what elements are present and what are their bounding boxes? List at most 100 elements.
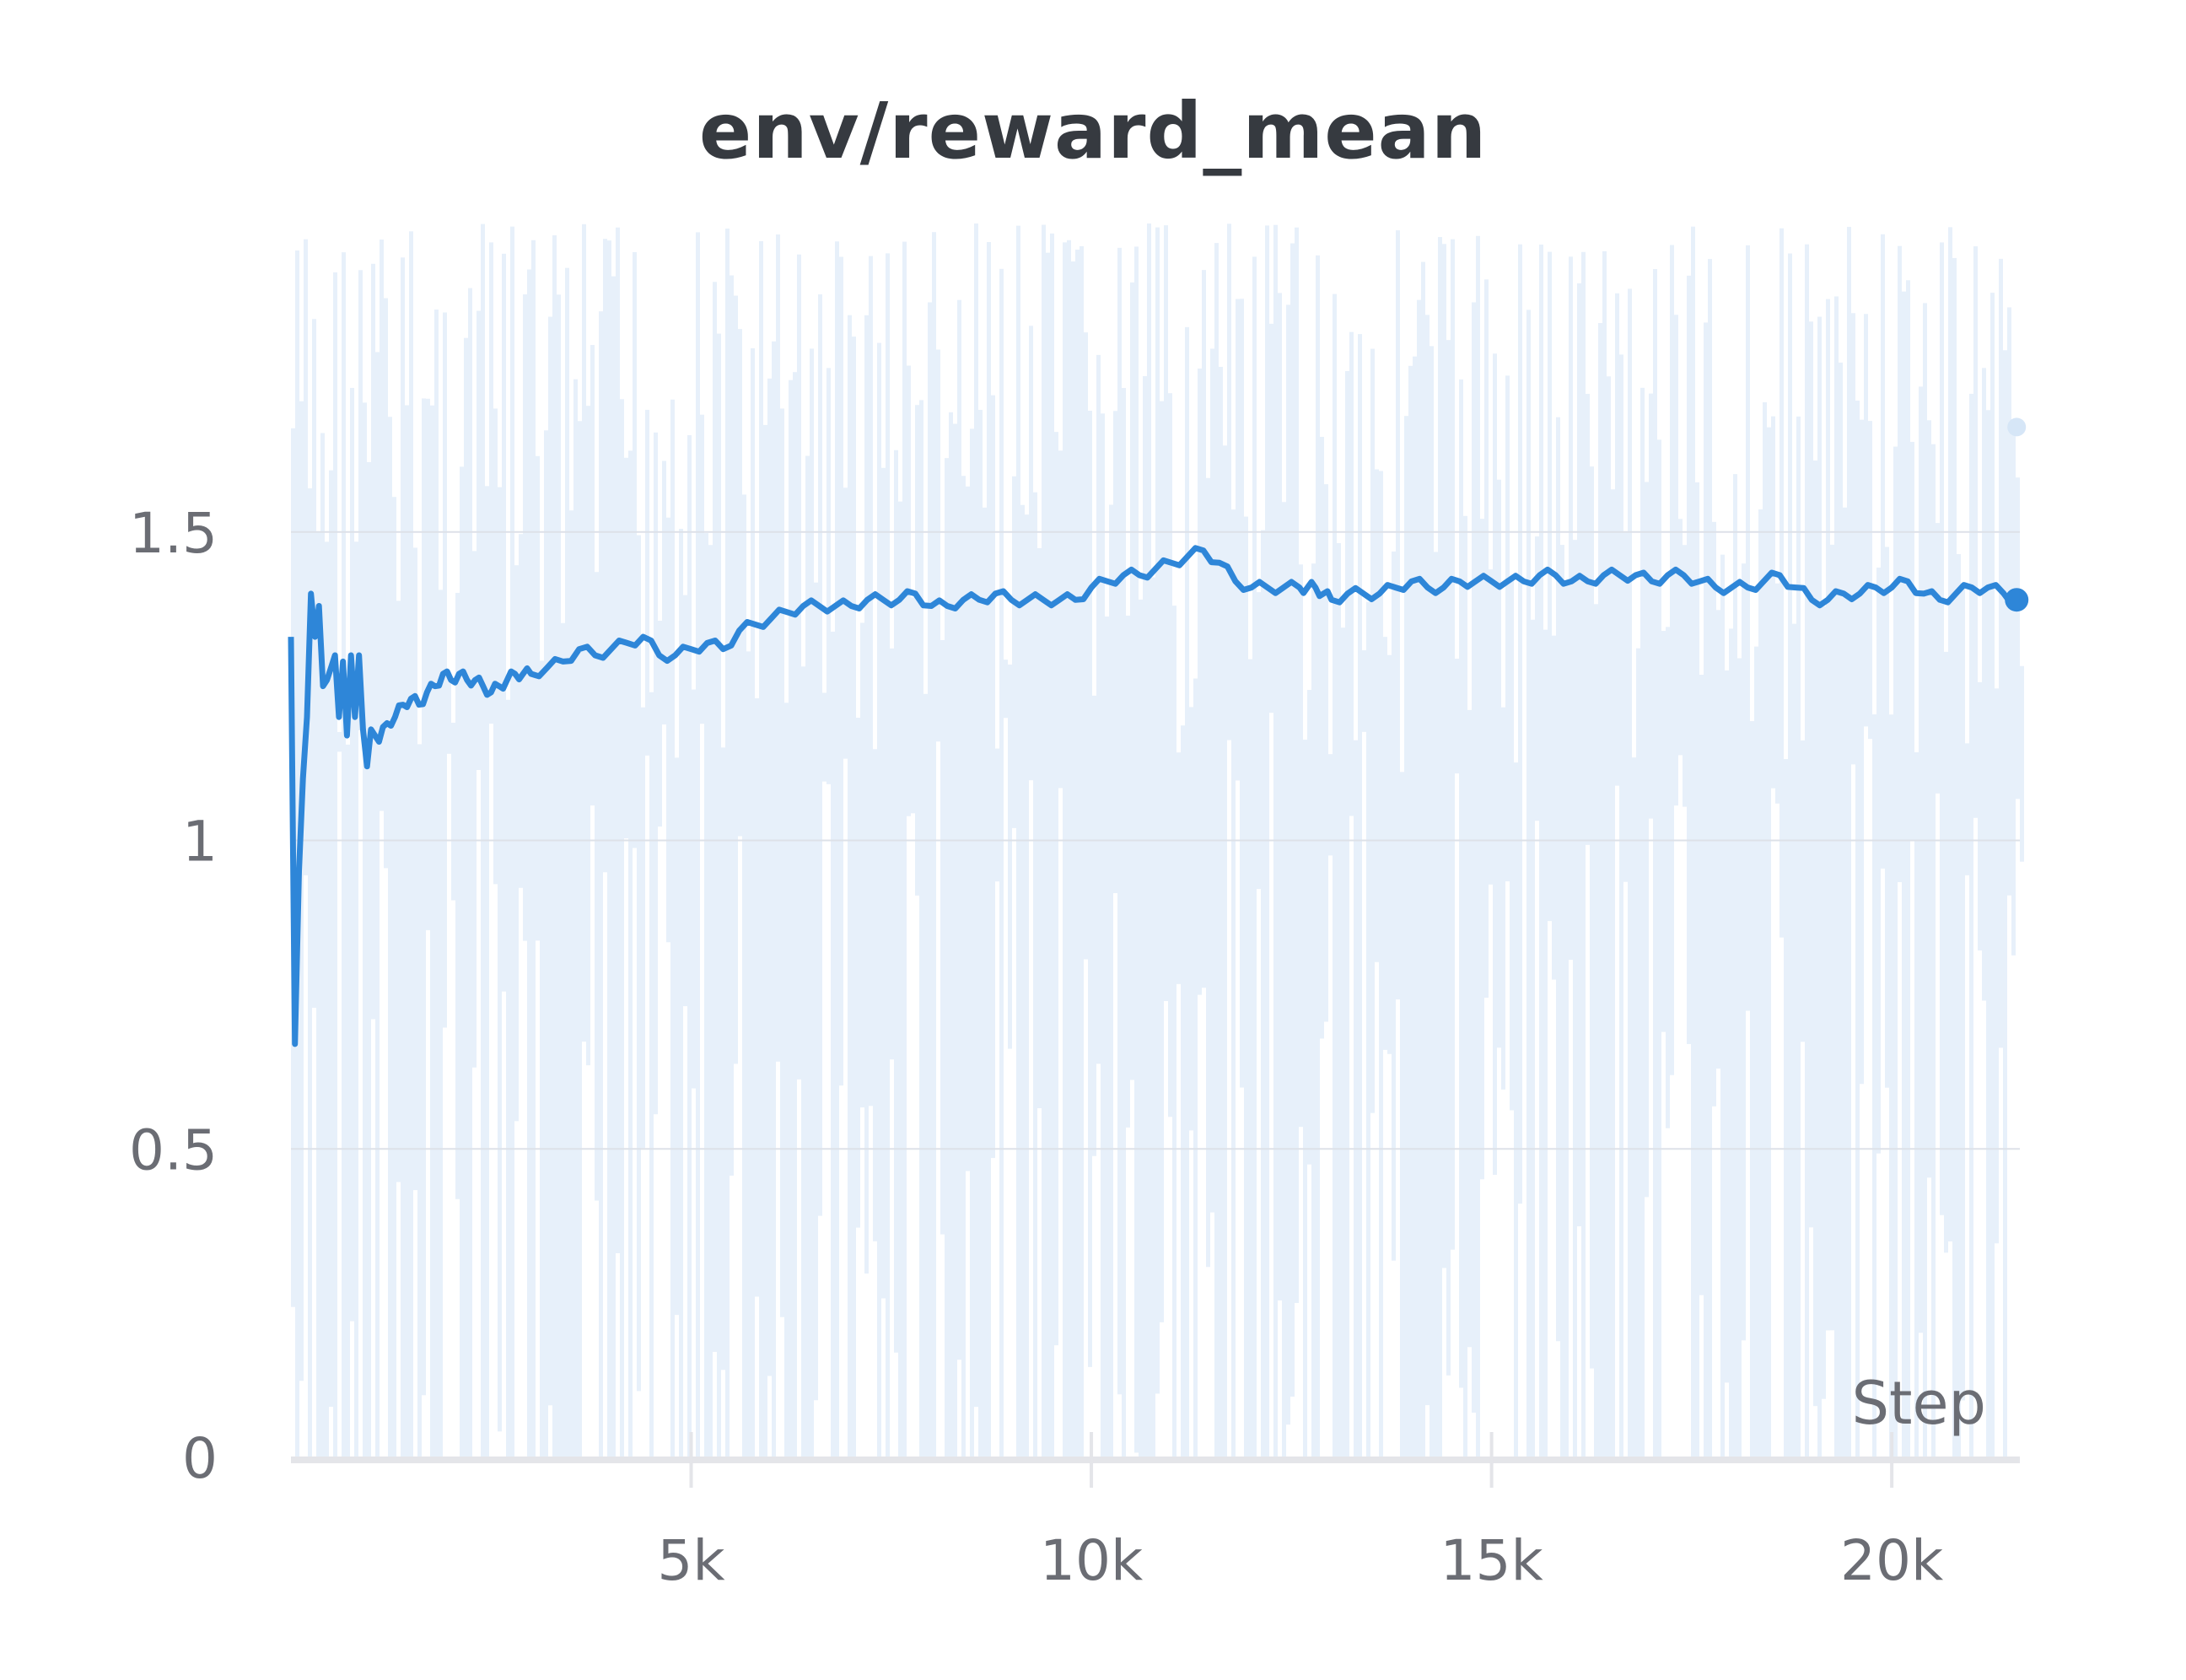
raw-value-bar	[1358, 334, 1362, 1457]
raw-value-bar	[1198, 369, 1202, 995]
raw-value-bar	[1628, 288, 1632, 1457]
raw-value-bar	[721, 747, 725, 1370]
raw-value-bar	[586, 406, 590, 1066]
raw-value-bar	[793, 372, 797, 1457]
raw-value-bar	[1206, 477, 1210, 1268]
raw-value-bar	[1720, 554, 1725, 1457]
raw-value-bar	[1261, 530, 1265, 1458]
raw-value-bar	[1750, 721, 1754, 1457]
raw-value-bar	[805, 455, 810, 1457]
raw-value-bar	[1586, 394, 1590, 845]
raw-value-bar	[1181, 725, 1185, 1457]
raw-value-bar	[1037, 547, 1042, 1109]
raw-value-bar	[751, 347, 755, 1458]
raw-value-bar	[1143, 376, 1147, 1457]
raw-value-bar	[1788, 253, 1792, 1458]
raw-value-bar	[1155, 227, 1160, 1394]
raw-value-bar	[1602, 250, 1607, 1457]
raw-value-bar	[1805, 244, 1809, 1457]
raw-value-bar	[1375, 469, 1379, 962]
raw-value-bar	[953, 423, 957, 1457]
raw-value-bar	[692, 689, 696, 1089]
raw-value-bar	[1122, 388, 1126, 1458]
raw-value-bar	[713, 282, 717, 1352]
raw-value-bar	[557, 294, 561, 1457]
raw-value-bar	[1370, 348, 1375, 1113]
raw-value-bar	[1535, 536, 1539, 821]
raw-value-bar	[991, 395, 995, 1159]
raw-value-bar	[1324, 484, 1328, 1022]
raw-value-bar	[1434, 552, 1438, 1458]
raw-value-bar	[1649, 393, 1653, 819]
raw-value-bar	[548, 316, 552, 1406]
raw-value-bar	[409, 231, 413, 1458]
raw-value-bar	[932, 232, 936, 1457]
raw-value-bar	[839, 256, 843, 1086]
raw-value-bar	[367, 461, 371, 1458]
raw-value-bar	[1914, 751, 1919, 1457]
raw-value-bar	[1366, 601, 1370, 1457]
raw-value-bar	[1674, 315, 1678, 806]
raw-value-bar	[1430, 346, 1434, 1457]
raw-value-bar	[1117, 247, 1122, 1395]
raw-value-bar	[1484, 279, 1489, 998]
x-tick-label: 20k	[1840, 1528, 1944, 1593]
raw-value-bar	[308, 488, 312, 1457]
raw-value-bar	[1817, 316, 1822, 1458]
raw-value-bar	[1067, 240, 1071, 1458]
raw-value-bar	[1472, 302, 1476, 1413]
raw-value-bar	[1227, 223, 1231, 740]
raw-value-bar	[1965, 743, 1969, 875]
raw-value-bar	[1995, 688, 1999, 1244]
raw-value-bar	[2003, 350, 2007, 1457]
raw-value-bar	[603, 239, 607, 873]
raw-value-bar	[1843, 507, 1847, 1457]
raw-value-bar	[1725, 670, 1729, 1383]
raw-value-bar	[514, 565, 519, 1122]
raw-value-bar	[1387, 654, 1392, 1054]
raw-value-bar	[687, 435, 692, 1458]
raw-value-bar	[540, 660, 544, 1457]
raw-value-bar	[1581, 251, 1586, 1457]
raw-value-bar	[961, 476, 966, 1457]
raw-value-bar	[439, 590, 443, 1458]
raw-value-bar	[1640, 387, 1645, 1457]
raw-value-bar	[1851, 313, 1855, 765]
raw-value-bar	[620, 399, 624, 1457]
raw-value-bar	[1236, 299, 1240, 781]
raw-value-bar	[1809, 321, 1813, 1228]
raw-value-bar	[413, 547, 417, 1191]
raw-value-bar	[1881, 234, 1885, 869]
raw-value-bar	[923, 693, 928, 1457]
raw-value-bar	[987, 242, 991, 1457]
raw-value-bar	[1092, 695, 1096, 1156]
raw-value-bar	[375, 352, 380, 1457]
raw-value-bar	[662, 460, 666, 725]
raw-value-bar	[814, 582, 818, 1401]
raw-value-bar	[1265, 225, 1269, 1458]
raw-value-bar	[1712, 521, 1716, 1107]
raw-value-bar	[1202, 270, 1206, 988]
raw-value-bar	[704, 533, 708, 1457]
raw-value-bar	[1096, 354, 1101, 1064]
series-end-marker	[2005, 588, 2029, 612]
raw-value-bar	[890, 648, 894, 1060]
raw-value-bar	[974, 223, 978, 1408]
raw-value-bar	[1661, 631, 1666, 1032]
raw-value-bar	[2016, 477, 2020, 800]
raw-value-bar	[1257, 592, 1261, 890]
raw-value-bar	[1813, 460, 1817, 1407]
raw-value-bar	[915, 405, 919, 896]
x-tick-label: 5k	[657, 1528, 725, 1593]
raw-value-bar	[485, 486, 489, 1458]
raw-value-bar	[1408, 365, 1413, 1458]
raw-value-bar	[1919, 386, 1923, 1333]
x-tick-label: 10k	[1040, 1528, 1144, 1593]
raw-value-bar	[1893, 446, 1898, 1457]
raw-value-bar	[578, 421, 582, 1457]
raw-value-bar	[333, 272, 337, 1457]
raw-value-bar	[1822, 606, 1826, 1399]
raw-value-bar	[573, 379, 578, 1457]
raw-value-bar	[502, 253, 506, 992]
raw-value-bar	[957, 299, 961, 1360]
